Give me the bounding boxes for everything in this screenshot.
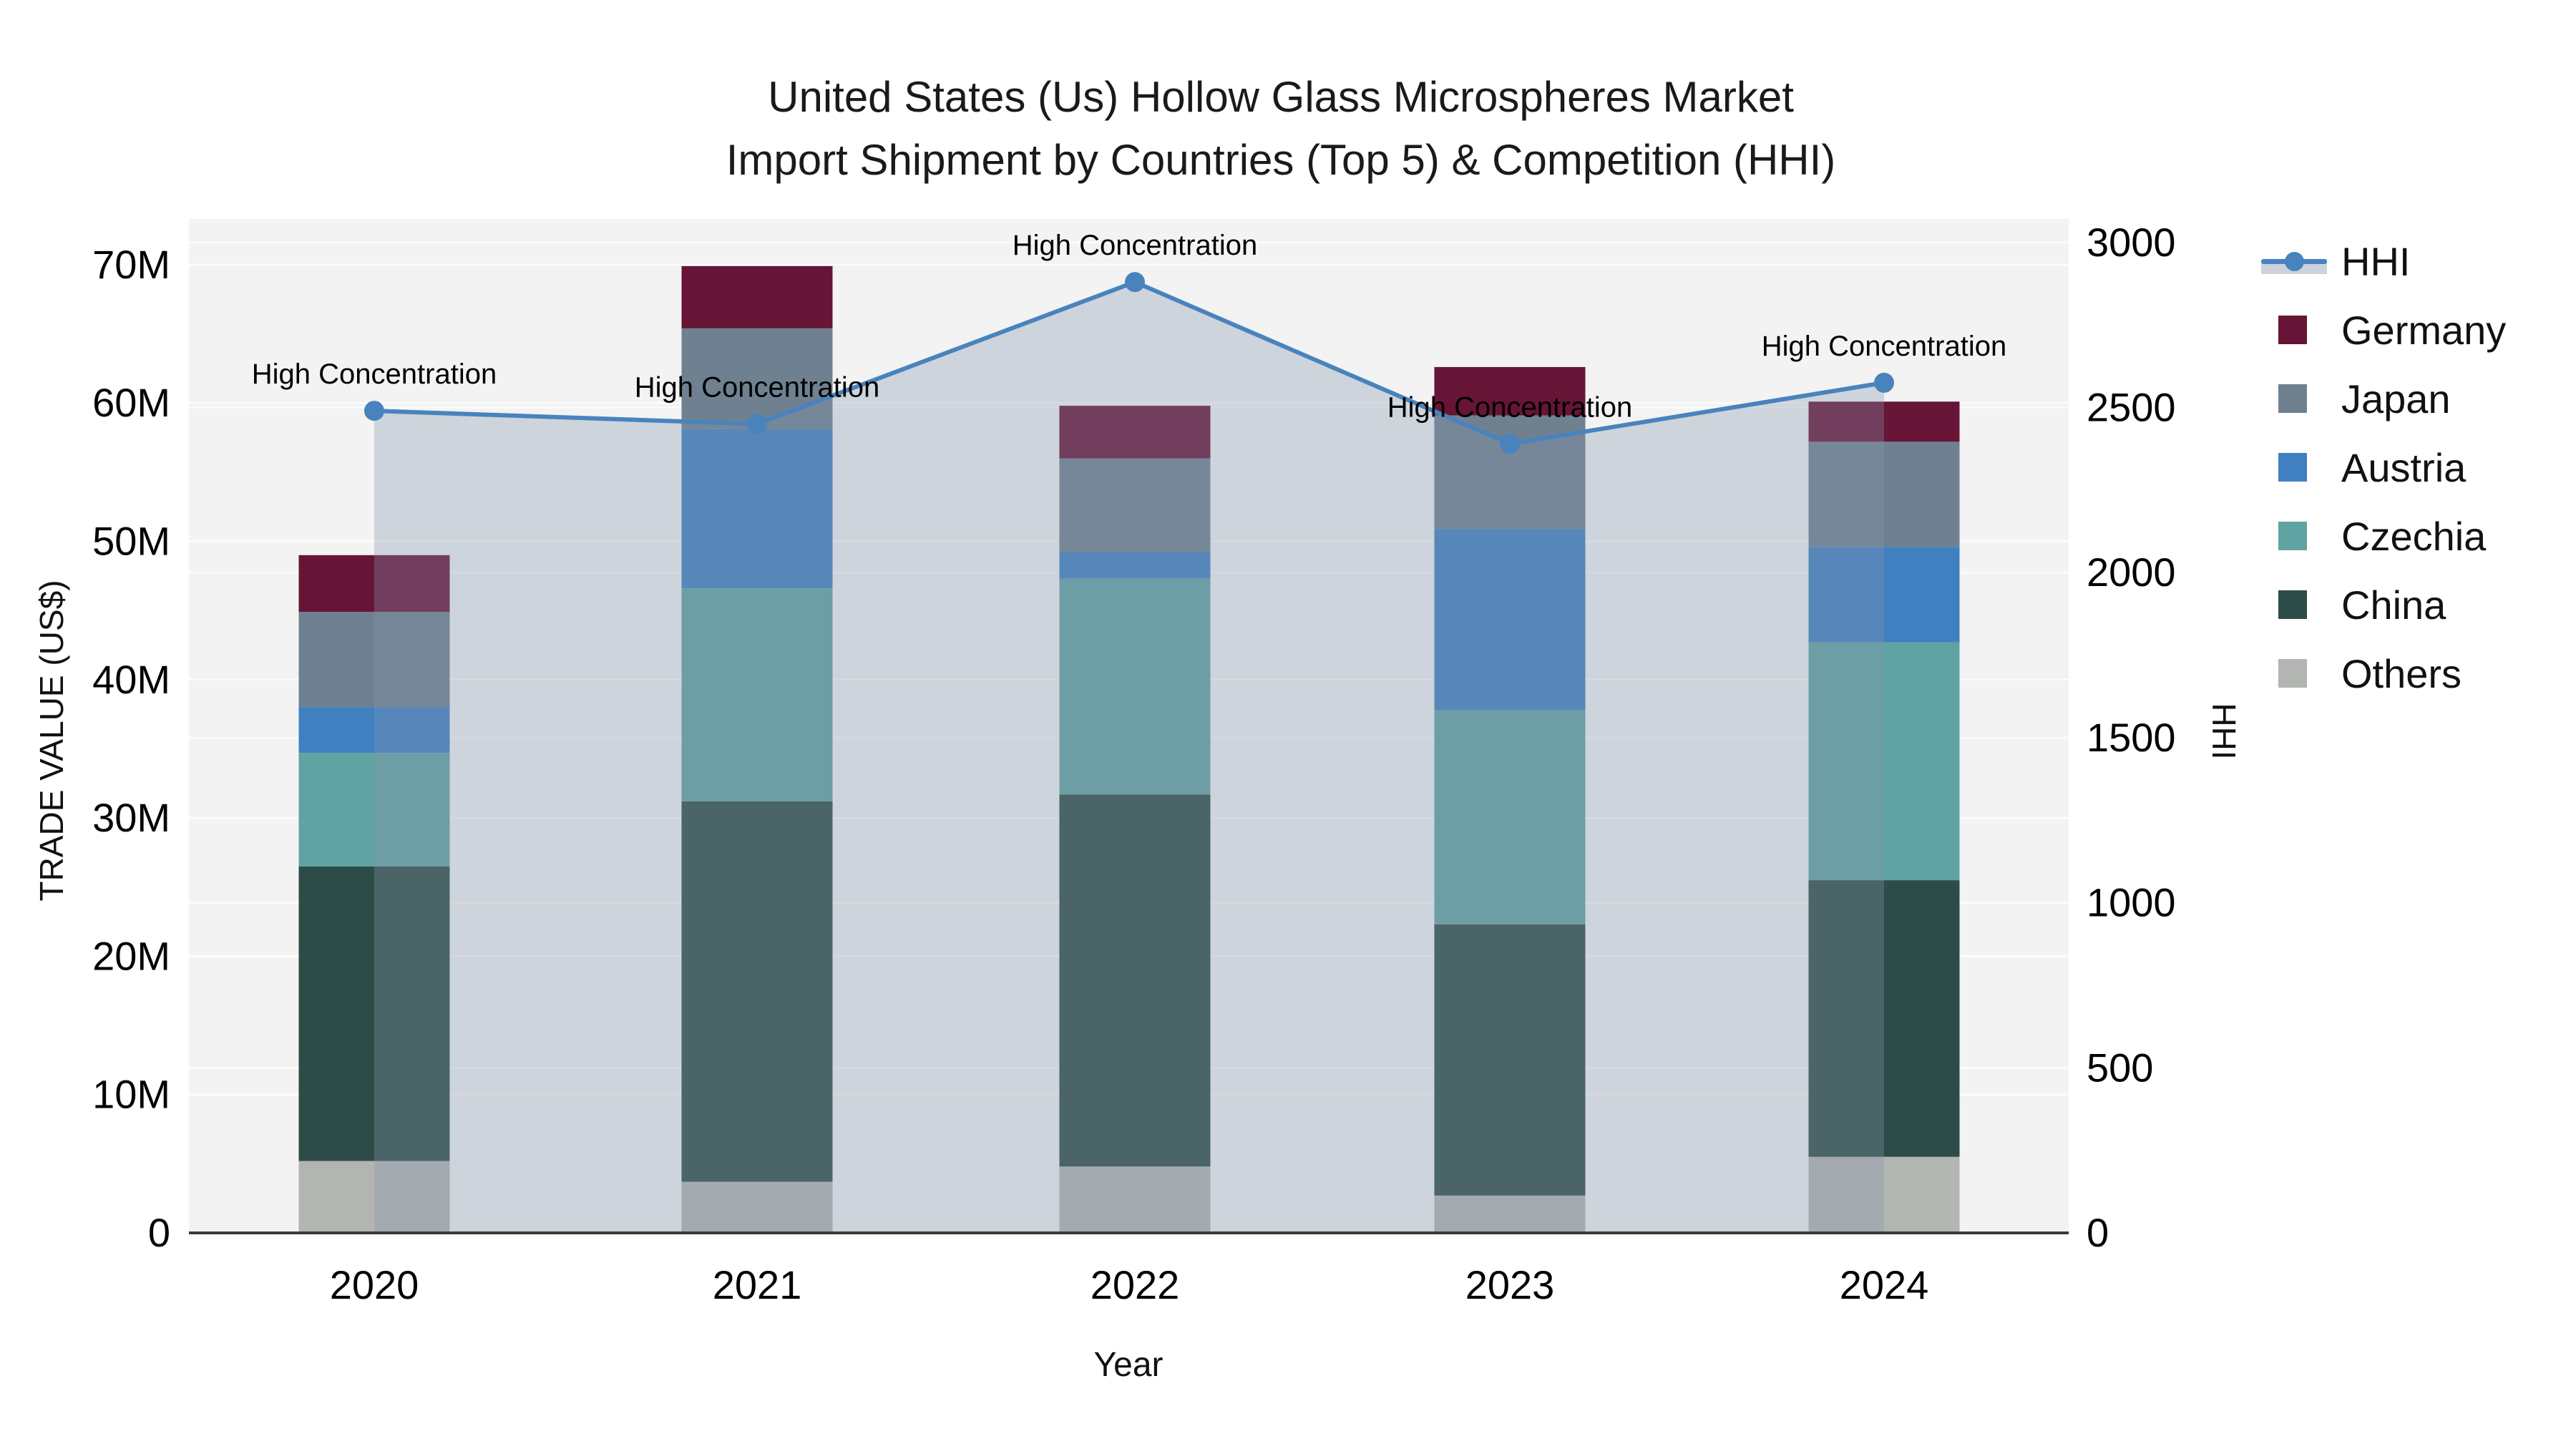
bar-segment-china-2022 <box>1059 794 1211 1167</box>
bar-segment-germany-2021 <box>681 265 833 328</box>
y-tick-left-40M: 40M <box>92 657 170 702</box>
y-axis-title-right: HHI <box>2205 703 2243 760</box>
bar-segment-germany-2020 <box>298 555 450 613</box>
legend-label: Germany <box>2341 307 2507 353</box>
bar-segment-austria-2021 <box>681 429 833 589</box>
bar-segment-china-2020 <box>298 866 450 1161</box>
hhi-marker-2021 <box>747 414 767 434</box>
bar-segment-germany-2023 <box>1434 366 1586 416</box>
x-tick-2024: 2024 <box>1840 1262 1929 1307</box>
bar-segment-germany-2024 <box>1808 401 1960 442</box>
legend-label: Japan <box>2341 376 2451 421</box>
chart-title: United States (Us) Hollow Glass Microsph… <box>726 66 1836 192</box>
annotation-2022: High Concentration <box>1013 230 1257 261</box>
x-tick-2022: 2022 <box>1091 1262 1180 1307</box>
y-tick-left-30M: 30M <box>92 795 170 840</box>
legend-swatch-icon <box>2261 384 2330 413</box>
bar-segment-czechia-2021 <box>681 588 833 801</box>
y-tick-right-1500: 1500 <box>2087 715 2176 760</box>
bar-segment-czechia-2024 <box>1808 642 1960 881</box>
bar-segment-austria-2023 <box>1434 529 1586 711</box>
x-tick-2021: 2021 <box>713 1262 802 1307</box>
x-tick-2020: 2020 <box>330 1262 419 1307</box>
legend-item-germany[interactable]: Germany <box>2261 296 2506 364</box>
bar-segment-others-2020 <box>298 1161 450 1233</box>
annotation-2024: High Concentration <box>1762 331 2006 362</box>
legend: HHI Germany Japan Austria Czechia China Others <box>2261 227 2506 708</box>
hhi-area-fill <box>374 282 1884 1234</box>
x-tick-2023: 2023 <box>1465 1262 1555 1307</box>
bar-segment-czechia-2020 <box>298 753 450 867</box>
bar-segment-czechia-2023 <box>1434 710 1586 924</box>
legend-item-czechia[interactable]: Czechia <box>2261 502 2506 570</box>
y-tick-left-20M: 20M <box>92 933 170 978</box>
legend-line-swatch-icon <box>2261 245 2330 277</box>
bar-segment-others-2021 <box>681 1181 833 1233</box>
legend-swatch-icon <box>2261 659 2330 688</box>
legend-label: Czechia <box>2341 513 2487 559</box>
x-axis-title: Year <box>1093 1346 1163 1384</box>
hhi-marker-2023 <box>1500 434 1520 454</box>
bar-segment-china-2023 <box>1434 924 1586 1196</box>
y-tick-left-50M: 50M <box>92 519 170 564</box>
hhi-marker-2020 <box>364 401 384 421</box>
hhi-marker-2022 <box>1125 272 1145 293</box>
bar-segment-czechia-2022 <box>1059 578 1211 795</box>
y-tick-right-2500: 2500 <box>2087 385 2176 430</box>
y-axis-title-left: TRADE VALUE (US$) <box>33 580 70 902</box>
y-tick-right-3000: 3000 <box>2087 220 2176 265</box>
bar-segment-austria-2020 <box>298 707 450 753</box>
legend-swatch-icon <box>2261 522 2330 550</box>
bar-segment-germany-2022 <box>1059 406 1211 459</box>
legend-label: HHI <box>2341 238 2411 284</box>
legend-swatch-icon <box>2261 590 2330 619</box>
annotation-2023: High Concentration <box>1387 391 1632 423</box>
legend-item-austria[interactable]: Austria <box>2261 433 2506 502</box>
y-tick-right-500: 500 <box>2087 1045 2153 1090</box>
legend-swatch-icon <box>2261 453 2330 482</box>
legend-item-hhi[interactable]: HHI <box>2261 227 2506 296</box>
bar-segment-japan-2022 <box>1059 458 1211 552</box>
legend-label: China <box>2341 582 2446 628</box>
legend-item-china[interactable]: China <box>2261 570 2506 639</box>
bar-segment-china-2021 <box>681 801 833 1182</box>
y-tick-right-0: 0 <box>2087 1210 2109 1255</box>
bar-segment-china-2024 <box>1808 880 1960 1157</box>
bar-segment-japan-2020 <box>298 612 450 708</box>
y-tick-right-2000: 2000 <box>2087 550 2176 595</box>
bar-segment-austria-2024 <box>1808 547 1960 643</box>
y-tick-left-0: 0 <box>148 1210 170 1255</box>
bar-segment-austria-2022 <box>1059 552 1211 579</box>
annotation-2020: High Concentration <box>252 358 497 390</box>
chart-title-line2: Import Shipment by Countries (Top 5) & C… <box>726 136 1836 184</box>
legend-item-others[interactable]: Others <box>2261 639 2506 708</box>
y-tick-right-1000: 1000 <box>2087 880 2176 925</box>
legend-swatch-icon <box>2261 316 2330 344</box>
hhi-marker-2024 <box>1874 372 1894 393</box>
bar-segment-others-2023 <box>1434 1195 1586 1233</box>
bar-segment-japan-2021 <box>681 328 833 429</box>
x-axis-line <box>189 1231 2069 1234</box>
legend-label: Austria <box>2341 444 2467 490</box>
bar-segment-others-2024 <box>1808 1156 1960 1233</box>
annotation-2021: High Concentration <box>635 372 879 404</box>
legend-item-japan[interactable]: Japan <box>2261 364 2506 433</box>
chart-title-line1: United States (Us) Hollow Glass Microsph… <box>768 73 1794 121</box>
legend-label: Others <box>2341 650 2462 696</box>
y-tick-left-10M: 10M <box>92 1072 170 1117</box>
bar-segment-japan-2024 <box>1808 441 1960 547</box>
y-tick-left-70M: 70M <box>92 242 170 287</box>
y-tick-left-60M: 60M <box>92 380 170 425</box>
bar-segment-others-2022 <box>1059 1166 1211 1233</box>
